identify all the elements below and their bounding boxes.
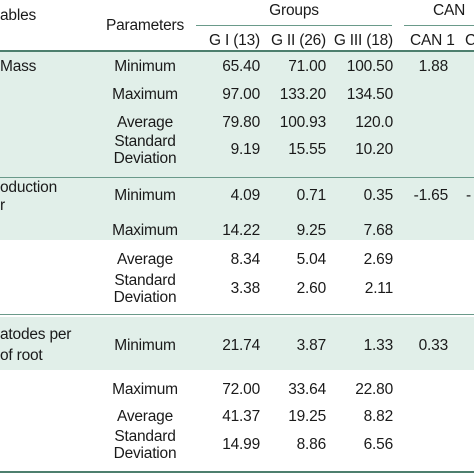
parameter-label: Deviation	[113, 289, 177, 306]
variable-label: of root	[0, 347, 43, 364]
value-cell-g3: 120.0	[355, 114, 393, 131]
parameter-label: Standard	[114, 428, 176, 445]
value-cell-g3: 2.69	[363, 251, 394, 268]
value-cell-g2: 19.25	[288, 408, 326, 425]
section-band	[0, 175, 474, 240]
parameter-label: Average	[116, 251, 174, 268]
value-cell-g1: 4.09	[230, 187, 261, 204]
value-cell-g2: 15.55	[288, 141, 326, 158]
value-cell-can1: -1.65	[413, 187, 449, 204]
variable-label: Mass	[0, 58, 37, 75]
header-can1: CAN 1	[410, 32, 455, 49]
value-cell-g3: 10.20	[355, 141, 393, 158]
value-cell-g2: 5.04	[296, 251, 327, 268]
header-g1: G I (13)	[209, 32, 260, 49]
value-cell-g1: 9.19	[230, 141, 261, 158]
parameter-label: Maximum	[112, 86, 178, 103]
value-cell-g1: 72.00	[222, 381, 260, 398]
parameter-label: Minimum	[114, 187, 176, 204]
value-cell-g3: 22.80	[355, 381, 393, 398]
value-cell-g3: 100.50	[346, 58, 393, 75]
section-band	[0, 52, 474, 176]
value-cell-g1: 65.40	[222, 58, 260, 75]
value-cell-g2: 0.71	[296, 187, 327, 204]
value-cell-g2: 8.86	[296, 436, 327, 453]
value-cell-g3: 8.82	[363, 408, 394, 425]
value-cell-g2: 133.20	[279, 86, 326, 103]
section-band	[0, 317, 474, 370]
value-cell-g3: 0.35	[363, 187, 394, 204]
parameter-label: Maximum	[112, 222, 178, 239]
header-groups: Groups	[269, 2, 319, 19]
rule-line	[0, 177, 474, 178]
header-can2: C	[465, 32, 474, 49]
value-cell-g1: 21.74	[222, 337, 260, 354]
value-cell-g2: 100.93	[279, 114, 326, 131]
rule-line	[0, 471, 474, 473]
value-cell-g1: 3.38	[230, 280, 261, 297]
variable-label: r	[0, 197, 5, 214]
header-variables: ables	[0, 7, 37, 24]
parameter-label: Minimum	[114, 58, 176, 75]
value-cell-can1: 1.88	[418, 58, 449, 75]
value-cell-g3: 134.50	[346, 86, 393, 103]
header-g2: G II (26)	[270, 32, 326, 49]
value-cell-g1: 41.37	[222, 408, 260, 425]
value-cell-g2: 3.87	[296, 337, 327, 354]
value-cell-g3: 7.68	[363, 222, 394, 239]
value-cell-g3: 1.33	[363, 337, 394, 354]
value-cell-g2: 9.25	[296, 222, 327, 239]
rule-line	[0, 50, 474, 52]
groups-underline	[196, 25, 392, 26]
value-cell-g2: 2.60	[296, 280, 327, 297]
can-underline	[404, 25, 474, 26]
value-cell-g1: 14.99	[222, 436, 260, 453]
value-cell-g2: 33.64	[288, 381, 326, 398]
parameter-label: Minimum	[114, 337, 176, 354]
value-cell-g1: 14.22	[222, 222, 260, 239]
value-cell-can1: 0.33	[418, 337, 449, 354]
parameter-label: Maximum	[112, 381, 178, 398]
value-cell-g3: 2.11	[364, 280, 393, 297]
header-parameters: Parameters	[105, 17, 185, 34]
parameter-label: Deviation	[113, 445, 177, 462]
value-cell-g2: 71.00	[288, 58, 326, 75]
variable-label: oduction	[0, 179, 58, 196]
value-cell-g1: 97.00	[222, 86, 260, 103]
header-can: CAN	[433, 2, 466, 19]
value-cell-g1: 8.34	[230, 251, 261, 268]
value-cell-can2: -	[466, 187, 471, 204]
header-g3: G III (18)	[333, 32, 393, 49]
parameter-label: Average	[116, 408, 174, 425]
parameter-label: Deviation	[113, 150, 177, 167]
rule-line	[0, 314, 474, 315]
parameter-label: Average	[116, 114, 174, 131]
parameter-label: Standard	[114, 272, 176, 289]
parameter-label: Standard	[114, 133, 176, 150]
variable-label: atodes per	[0, 326, 72, 343]
value-cell-g3: 6.56	[363, 436, 394, 453]
value-cell-g1: 79.80	[222, 114, 260, 131]
